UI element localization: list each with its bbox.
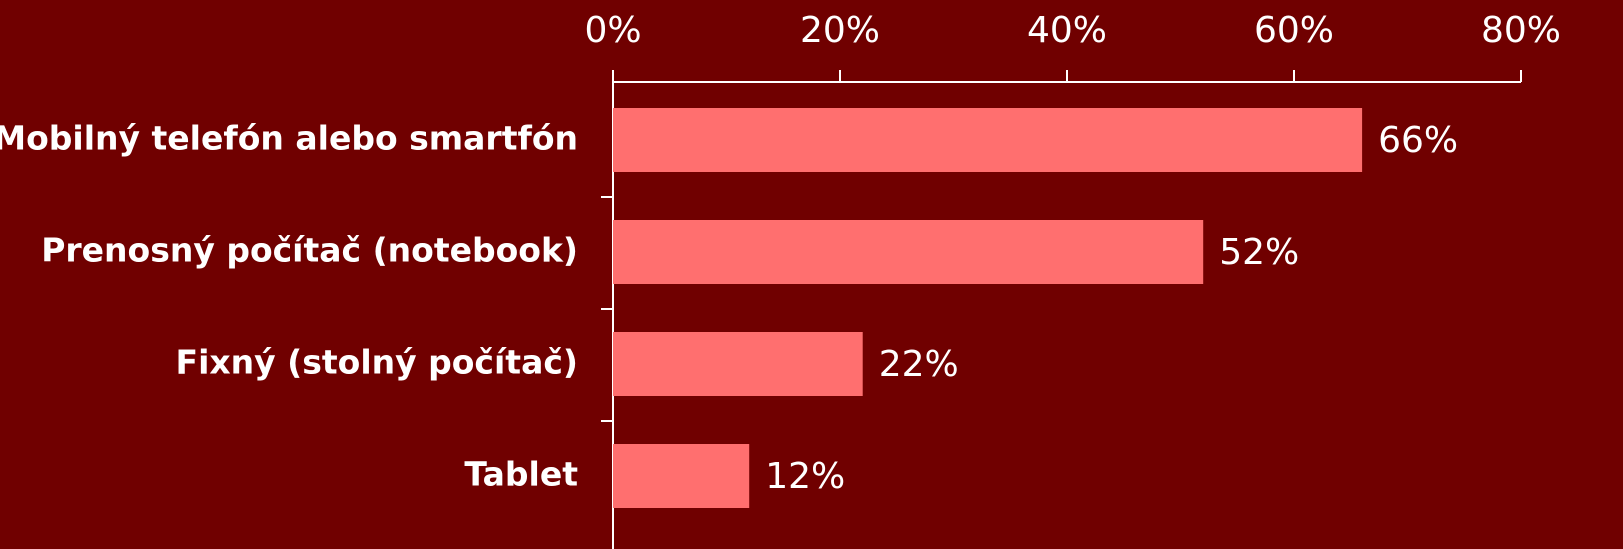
x-tick-label: 0%	[584, 10, 641, 51]
bar	[613, 444, 750, 508]
y-tick-label: Mobilný telefón alebo smartfón	[0, 119, 578, 158]
value-label: 22%	[879, 344, 959, 385]
y-tick-label: Prenosný počítač (notebook)	[41, 231, 578, 270]
bar	[613, 332, 863, 396]
y-tick-label: Tablet	[464, 455, 578, 494]
bar	[613, 220, 1204, 284]
x-tick-label: 20%	[800, 10, 880, 51]
bar	[613, 108, 1363, 172]
value-label: 66%	[1378, 120, 1458, 161]
x-tick-label: 40%	[1027, 10, 1107, 51]
x-tick-label: 80%	[1481, 10, 1561, 51]
value-label: 12%	[765, 456, 845, 497]
value-label: 52%	[1219, 232, 1299, 273]
y-tick-label: Fixný (stolný počítač)	[176, 343, 578, 382]
x-tick-label: 60%	[1254, 10, 1334, 51]
